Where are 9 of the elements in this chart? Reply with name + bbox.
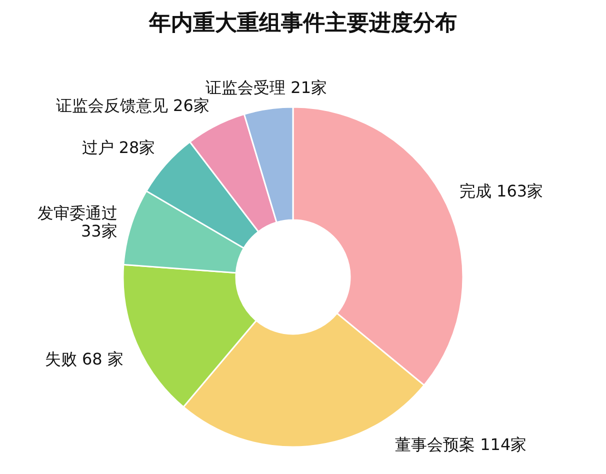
chart-title: 年内重大重组事件主要进度分布 [148,10,457,36]
slice-label: 证监会受理 21家 [206,78,328,97]
slice-label: 证监会反馈意见 26家 [56,96,210,116]
data-label: 33家 [80,222,118,241]
slice-label: 过户 28家 [82,138,156,158]
slice-label: 完成 163家 [459,182,544,201]
slice-label: 失败 68 家 [44,349,124,368]
slice-label: 发审委通过 [37,204,118,223]
slice-label: 董事会预案 114家 [395,435,527,454]
